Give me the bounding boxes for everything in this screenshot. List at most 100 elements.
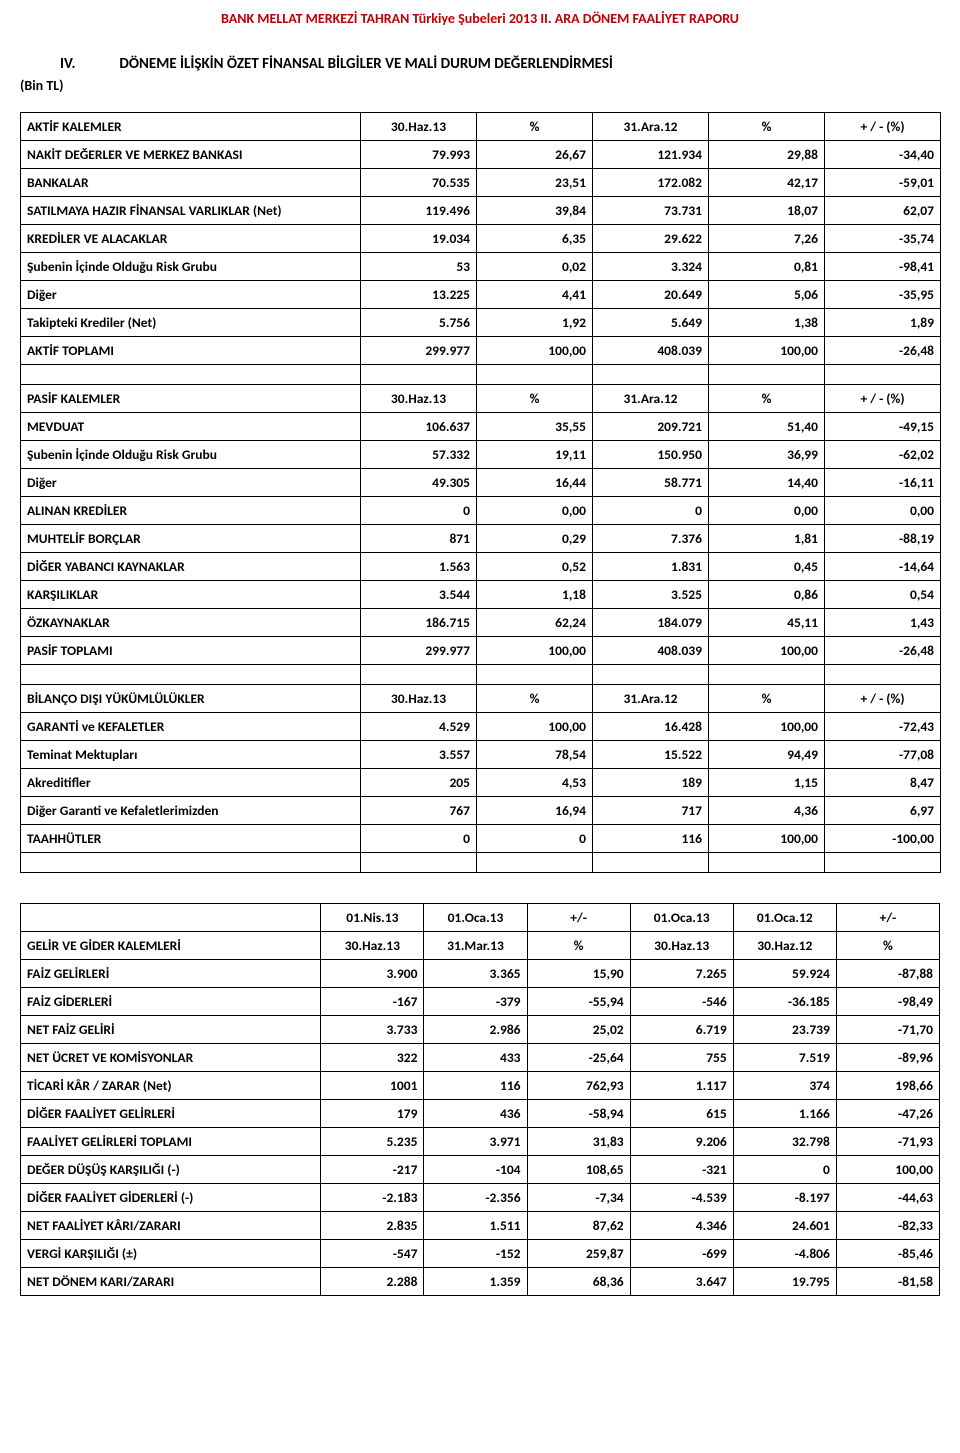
- table-row: SATILMAYA HAZIR FİNANSAL VARLIKLAR (Net)…: [21, 197, 941, 225]
- cell-value: 205: [361, 769, 477, 797]
- cell-value: 19.795: [733, 1268, 836, 1296]
- cell-value: -34,40: [825, 141, 941, 169]
- cell-value: 4,41: [477, 281, 593, 309]
- cell-value: -62,02: [825, 441, 941, 469]
- cell-value: -546: [630, 988, 733, 1016]
- row-label: NET ÜCRET VE KOMİSYONLAR: [21, 1044, 321, 1072]
- col-header: 31.Ara.12: [593, 113, 709, 141]
- cell-value: 1,92: [477, 309, 593, 337]
- row-label: FAİZ GELİRLERİ: [21, 960, 321, 988]
- cell-value: -321: [630, 1156, 733, 1184]
- cell-value: 73.731: [593, 197, 709, 225]
- cell-value: -58,94: [527, 1100, 630, 1128]
- table-row: NET DÖNEM KARI/ZARARI2.2881.35968,363.64…: [21, 1268, 940, 1296]
- cell-value: 16.428: [593, 713, 709, 741]
- cell-value: 16,94: [477, 797, 593, 825]
- cell-value: 15,90: [527, 960, 630, 988]
- cell-value: 717: [593, 797, 709, 825]
- cell-value: 0,54: [825, 581, 941, 609]
- col-header: [21, 904, 321, 932]
- cell-value: -104: [424, 1156, 527, 1184]
- row-label: BANKALAR: [21, 169, 361, 197]
- row-label: DİĞER YABANCI KAYNAKLAR: [21, 553, 361, 581]
- cell-value: -7,34: [527, 1184, 630, 1212]
- cell-value: 14,40: [709, 469, 825, 497]
- cell-value: 408.039: [593, 337, 709, 365]
- cell-value: 198,66: [836, 1072, 939, 1100]
- col-header: 30.Haz.13: [361, 113, 477, 141]
- table-row: TAAHHÜTLER00116100,00-100,00: [21, 825, 941, 853]
- col-header: 01.Nis.13: [321, 904, 424, 932]
- table-row: DİĞER YABANCI KAYNAKLAR1.5630,521.8310,4…: [21, 553, 941, 581]
- cell-value: -47,26: [836, 1100, 939, 1128]
- section-roman: IV.: [60, 55, 116, 73]
- col-header: GELİR VE GİDER KALEMLERİ: [21, 932, 321, 960]
- cell-value: -699: [630, 1240, 733, 1268]
- cell-value: 3.544: [361, 581, 477, 609]
- row-label: ALINAN KREDİLER: [21, 497, 361, 525]
- cell-value: 7,26: [709, 225, 825, 253]
- cell-value: 1.511: [424, 1212, 527, 1240]
- row-label: MEVDUAT: [21, 413, 361, 441]
- col-header: 31.Ara.12: [593, 385, 709, 413]
- cell-value: 2.835: [321, 1212, 424, 1240]
- cell-value: 100,00: [477, 637, 593, 665]
- table-row: KARŞILIKLAR3.5441,183.5250,860,54: [21, 581, 941, 609]
- cell-value: 100,00: [709, 713, 825, 741]
- table-row: PASİF TOPLAMI299.977100,00408.039100,00-…: [21, 637, 941, 665]
- cell-value: 0: [593, 497, 709, 525]
- col-header: 30.Haz.13: [361, 685, 477, 713]
- col-header: %: [709, 685, 825, 713]
- cell-value: -55,94: [527, 988, 630, 1016]
- cell-value: 1,89: [825, 309, 941, 337]
- spacer-row: [21, 665, 941, 685]
- cell-value: 3.557: [361, 741, 477, 769]
- cell-value: 62,24: [477, 609, 593, 637]
- col-header: BİLANÇO DIŞI YÜKÜMLÜLÜKLER: [21, 685, 361, 713]
- cell-value: 3.365: [424, 960, 527, 988]
- cell-value: 53: [361, 253, 477, 281]
- cell-value: 49.305: [361, 469, 477, 497]
- cell-value: 1,38: [709, 309, 825, 337]
- cell-value: 5.649: [593, 309, 709, 337]
- table-row: Akreditifler2054,531891,158,47: [21, 769, 941, 797]
- table-row: NAKİT DEĞERLER VE MERKEZ BANKASI79.99326…: [21, 141, 941, 169]
- row-label: PASİF TOPLAMI: [21, 637, 361, 665]
- cell-value: 6.719: [630, 1016, 733, 1044]
- row-label: KREDİLER VE ALACAKLAR: [21, 225, 361, 253]
- col-header: + / - (%): [825, 385, 941, 413]
- cell-value: -4.539: [630, 1184, 733, 1212]
- cell-value: -82,33: [836, 1212, 939, 1240]
- col-header: %: [477, 385, 593, 413]
- table-header-row: PASİF KALEMLER 30.Haz.13 % 31.Ara.12 % +…: [21, 385, 941, 413]
- cell-value: 0,45: [709, 553, 825, 581]
- row-label: NAKİT DEĞERLER VE MERKEZ BANKASI: [21, 141, 361, 169]
- cell-value: 51,40: [709, 413, 825, 441]
- cell-value: 20.649: [593, 281, 709, 309]
- cell-value: -2.183: [321, 1184, 424, 1212]
- cell-value: 70.535: [361, 169, 477, 197]
- cell-value: 299.977: [361, 337, 477, 365]
- cell-value: 94,49: [709, 741, 825, 769]
- row-label: NET FAİZ GELİRİ: [21, 1016, 321, 1044]
- cell-value: -59,01: [825, 169, 941, 197]
- cell-value: -71,93: [836, 1128, 939, 1156]
- row-label: DİĞER FAALİYET GİDERLERİ (-): [21, 1184, 321, 1212]
- table-row: Şubenin İçinde Olduğu Risk Grubu530,023.…: [21, 253, 941, 281]
- cell-value: 6,35: [477, 225, 593, 253]
- cell-value: 767: [361, 797, 477, 825]
- cell-value: -25,64: [527, 1044, 630, 1072]
- cell-value: 39,84: [477, 197, 593, 225]
- cell-value: -71,70: [836, 1016, 939, 1044]
- cell-value: 100,00: [709, 637, 825, 665]
- cell-value: 24.601: [733, 1212, 836, 1240]
- cell-value: 16,44: [477, 469, 593, 497]
- cell-value: 172.082: [593, 169, 709, 197]
- cell-value: 179: [321, 1100, 424, 1128]
- table-row: FAİZ GİDERLERİ-167-379-55,94-546-36.185-…: [21, 988, 940, 1016]
- cell-value: 186.715: [361, 609, 477, 637]
- table-gap: [20, 873, 940, 903]
- row-label: FAİZ GİDERLERİ: [21, 988, 321, 1016]
- row-label: MUHTELİF BORÇLAR: [21, 525, 361, 553]
- spacer-row: [21, 853, 941, 873]
